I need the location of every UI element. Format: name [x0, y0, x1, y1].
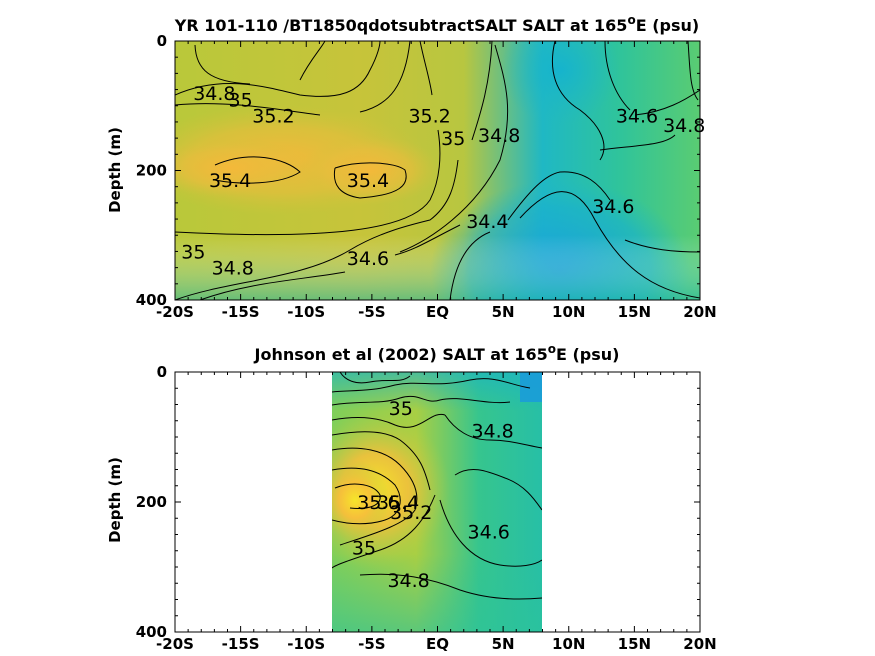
panel-1-contour: [604, 41, 631, 111]
y-tick-label: 400: [136, 291, 167, 309]
x-tick-label: 20N: [683, 303, 716, 321]
contour-label: 34.8: [471, 421, 513, 443]
contour-label: 35.2: [252, 105, 294, 127]
x-tick-label: 20N: [683, 635, 716, 653]
panel-1-contour: [175, 103, 321, 116]
contour-label: 34.8: [212, 258, 254, 280]
contour-label: 35.4: [209, 170, 251, 192]
panel-2-contour: [332, 413, 446, 428]
panel-2-title: Johnson et al (2002) SALT at 165oE (psu): [254, 342, 620, 364]
contour-label: 34.8: [663, 115, 705, 137]
contour-label: 35: [441, 128, 465, 150]
panel-1-contour: [449, 231, 491, 300]
panel-2-ylabel: Depth (m): [106, 457, 124, 543]
x-tick-label: EQ: [426, 303, 449, 321]
panel-1-contour: [419, 41, 433, 96]
x-tick-label: 5N: [492, 303, 515, 321]
contour-label: 35: [352, 538, 376, 560]
x-tick-label: -20S: [156, 635, 194, 653]
panel-1-contour: [634, 89, 700, 116]
x-tick-label: -15S: [222, 635, 260, 653]
panel-2-contour: [332, 467, 401, 525]
panel-2: Johnson et al (2002) SALT at 165oE (psu)…: [106, 342, 717, 653]
panel-1-contour: [399, 44, 509, 253]
panel-1-contour: [624, 239, 700, 253]
panel-1-contour: [519, 191, 700, 299]
contour-label: 35.2: [390, 502, 432, 524]
panel-1-contour: [199, 271, 346, 300]
contour-label: 35.6: [357, 492, 399, 514]
panel-2-contour: [332, 395, 511, 406]
panel-2-contour: [332, 447, 418, 546]
contour-label: 34.8: [478, 125, 520, 147]
x-tick-label: -10S: [287, 635, 325, 653]
contour-label: 35.4: [377, 492, 419, 514]
x-tick-label: 15N: [618, 635, 651, 653]
panel-1-contour: [175, 41, 381, 97]
y-tick-label: 0: [157, 363, 167, 381]
panel-2-contour: [334, 483, 381, 509]
panel-2-contour: [332, 431, 431, 491]
x-tick-label: -5S: [358, 303, 385, 321]
contour-label: 35: [181, 241, 205, 263]
contour-label: 34.4: [466, 211, 508, 233]
panel-1-ylabel: Depth (m): [106, 127, 124, 213]
contour-label: 35: [389, 398, 413, 420]
contour-label: 34.6: [616, 105, 658, 127]
panel-1-field: [175, 41, 700, 300]
panel-1-contour: [394, 224, 461, 256]
contour-label: 35: [229, 89, 253, 111]
panel-2-contour: [332, 494, 436, 569]
panel-2-contour-labels: 35 34.8 35.635.435.2 34.6 35 34.8: [352, 398, 514, 592]
panel-1-contour: [175, 159, 459, 300]
panel-1-contour: [552, 41, 605, 161]
panel-1-contour: [687, 41, 699, 101]
panel-2-contour: [359, 573, 542, 600]
panel-2-contour: [439, 499, 542, 567]
x-tick-label: -5S: [358, 635, 385, 653]
panel-1-contour: [194, 44, 251, 85]
panel-1-contour: [299, 41, 326, 81]
panel-1: YR 101-110 /BT1850qdotsubtractSALT SALT …: [106, 13, 717, 321]
panel-1-ticks: -20S -15S -10S -5S EQ 5N 10N 15N 20N 0 200 400: [136, 32, 717, 321]
contour-label: 34.8: [193, 83, 235, 105]
contour-label: 35.2: [408, 105, 450, 127]
y-tick-label: 400: [136, 623, 167, 641]
contour-label: 34.6: [468, 521, 510, 543]
x-tick-label: EQ: [426, 635, 449, 653]
panel-1-contour: [599, 134, 676, 151]
y-tick-label: 200: [136, 493, 167, 511]
contour-label: 34.6: [347, 248, 389, 270]
x-tick-label: -10S: [287, 303, 325, 321]
contour-label: 35.4: [347, 170, 389, 192]
y-tick-label: 200: [136, 162, 167, 180]
panel-1-contour: [359, 41, 411, 113]
panel-2-field: [332, 372, 542, 632]
x-tick-label: 10N: [552, 635, 585, 653]
contour-label: 34.6: [592, 196, 634, 218]
panel-1-contour: [175, 129, 441, 236]
panel-2-ticks: -20S -15S -10S -5S EQ 5N 10N 15N 20N 0 200 400: [136, 363, 717, 653]
panel-2-contour: [339, 372, 411, 384]
panel-2-contour: [454, 468, 542, 511]
panel-2-contour: [332, 378, 531, 393]
panel-1-contour: [471, 41, 493, 141]
y-tick-label: 0: [157, 32, 167, 50]
panel-1-title: YR 101-110 /BT1850qdotsubtractSALT SALT …: [174, 13, 699, 35]
contour-label: 34.8: [387, 570, 429, 592]
panel-1-contour: [507, 171, 611, 221]
x-tick-label: 5N: [492, 635, 515, 653]
x-tick-label: -15S: [222, 303, 260, 321]
x-tick-label: 15N: [618, 303, 651, 321]
panel-1-contour: [333, 162, 407, 199]
panel-1-contour: [214, 156, 301, 184]
x-tick-label: 10N: [552, 303, 585, 321]
panel-2-contour: [444, 414, 542, 449]
x-tick-label: -20S: [156, 303, 194, 321]
